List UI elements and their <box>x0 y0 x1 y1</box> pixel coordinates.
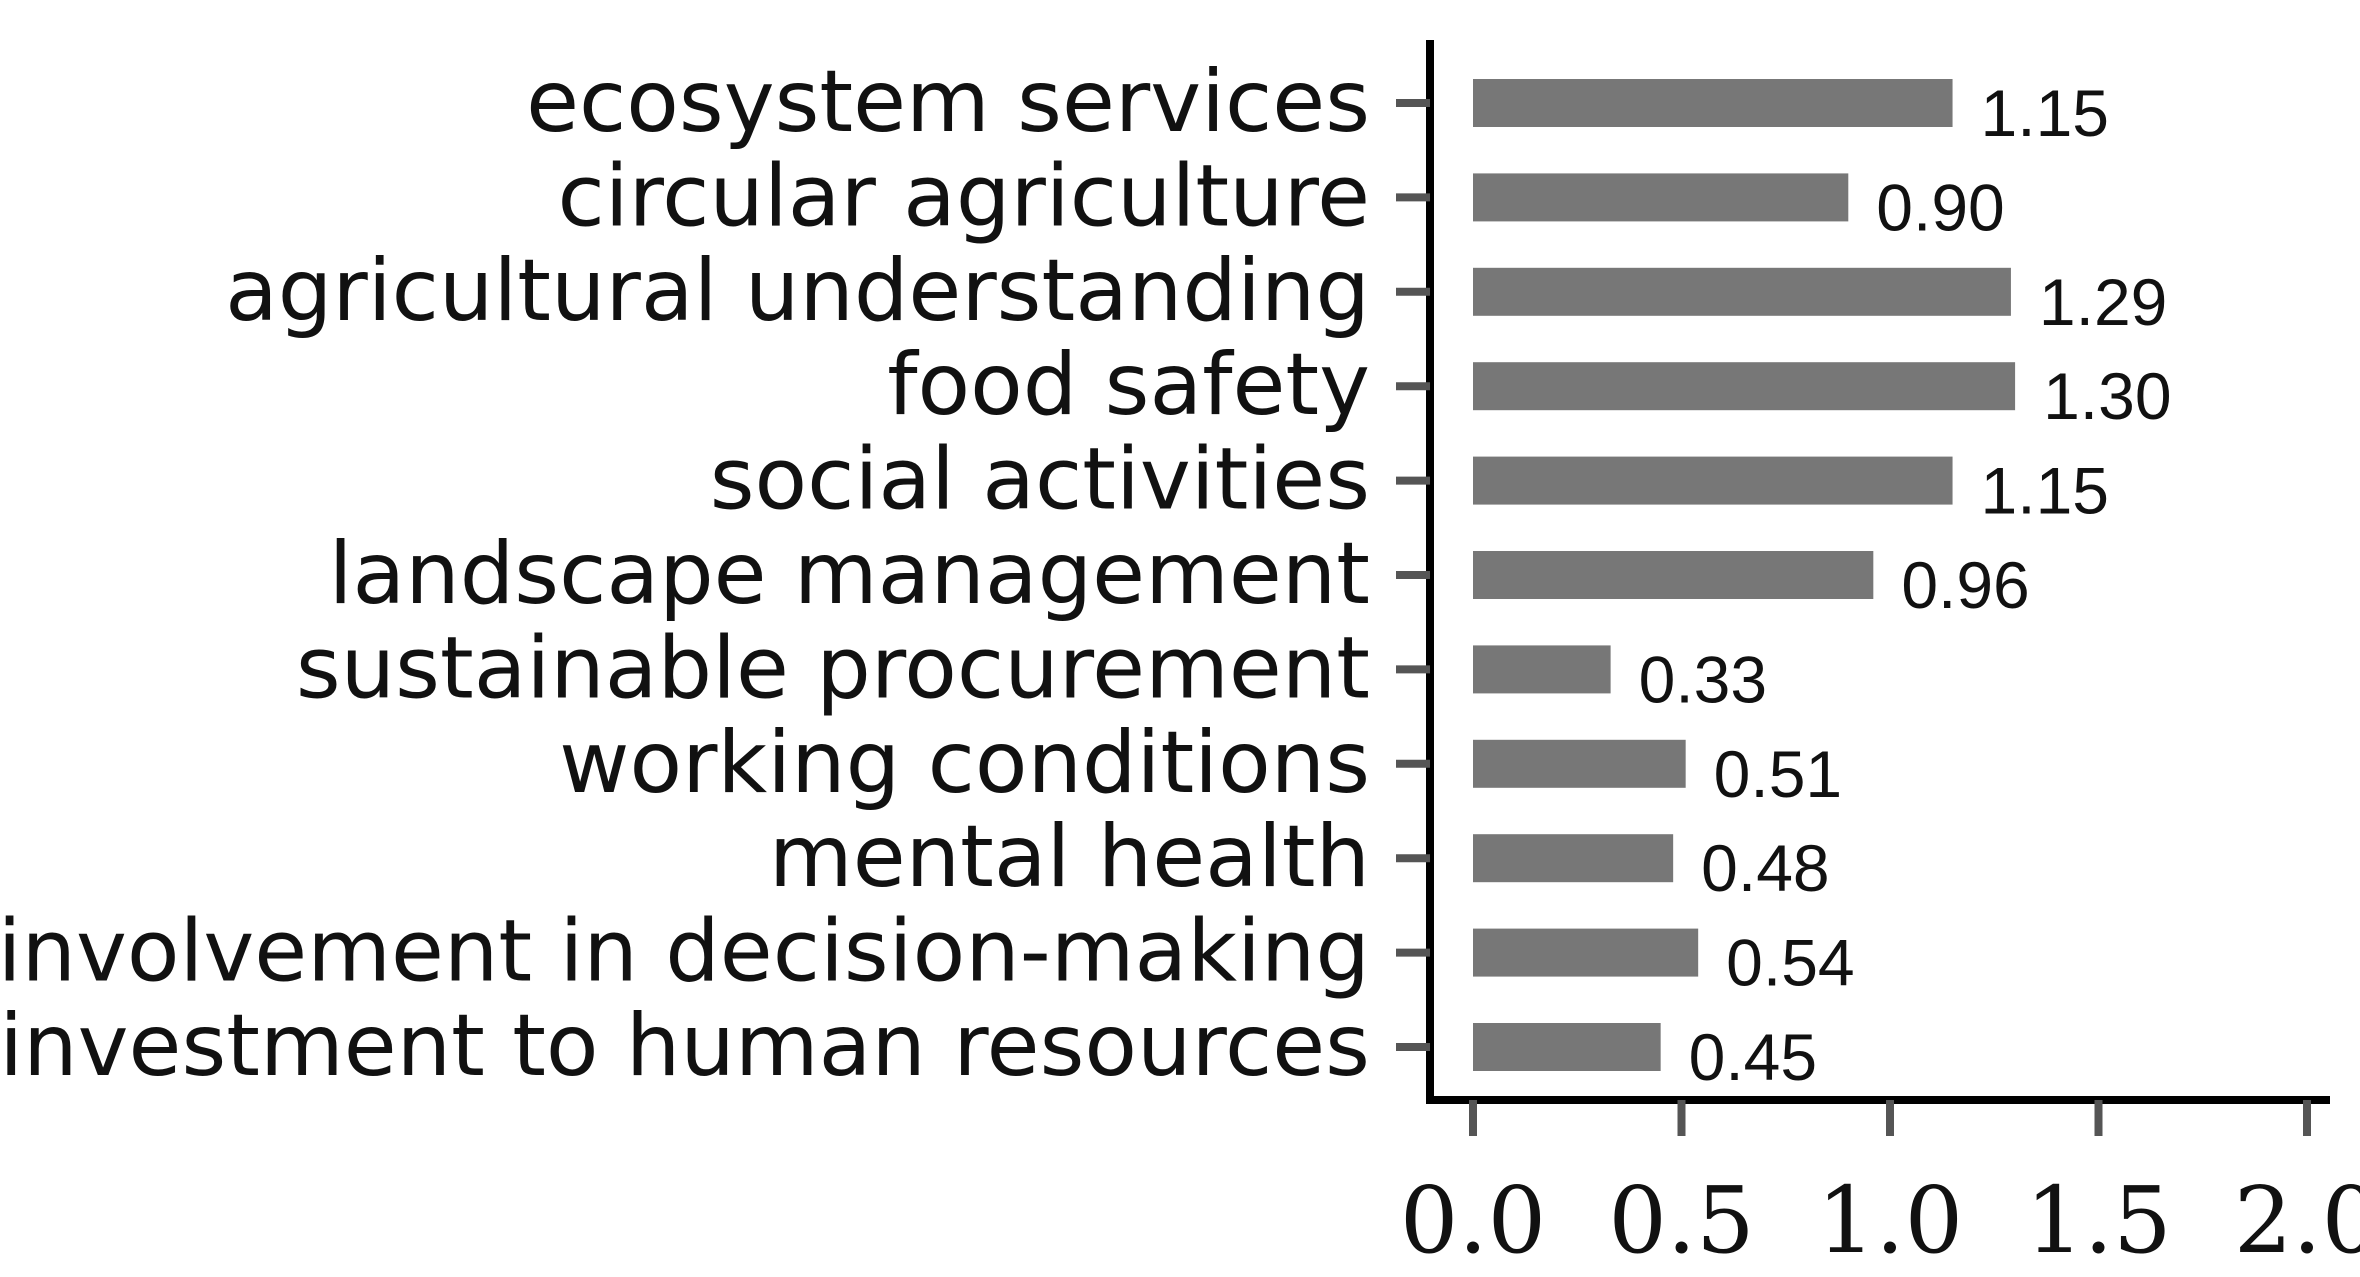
bar <box>1473 173 1849 222</box>
value-label: 0.33 <box>1639 642 1767 716</box>
category-label: social activities <box>710 430 1370 530</box>
bar <box>1473 1023 1661 1071</box>
bar <box>1473 456 1953 505</box>
bar <box>1473 362 2016 411</box>
bar <box>1473 645 1611 694</box>
category-label: circular agriculture <box>557 146 1370 246</box>
value-label: 0.54 <box>1726 926 1854 1000</box>
value-label: 0.51 <box>1714 737 1842 811</box>
category-label: working conditions <box>559 713 1370 813</box>
value-label: 1.30 <box>2043 359 2171 433</box>
bar <box>1473 928 1699 977</box>
category-label: agricultural understanding <box>225 241 1370 341</box>
value-label: 0.48 <box>1701 831 1829 905</box>
category-label: investment to human resources <box>0 996 1370 1096</box>
category-label: sustainable procurement <box>296 618 1370 718</box>
x-tick-label: 0.0 <box>1400 1167 1546 1274</box>
bar <box>1473 551 1874 599</box>
bar <box>1473 79 1953 127</box>
value-label: 1.29 <box>2039 265 2167 339</box>
value-label: 0.96 <box>1901 548 2029 622</box>
value-label: 1.15 <box>1981 454 2109 528</box>
x-tick-label: 1.0 <box>1817 1167 1963 1274</box>
category-label: food safety <box>887 335 1370 435</box>
category-label: involvement in decision-making <box>0 902 1370 1002</box>
value-label: 0.90 <box>1876 170 2004 244</box>
category-label: ecosystem services <box>526 52 1370 152</box>
x-tick-label: 0.5 <box>1608 1167 1754 1274</box>
bar <box>1473 834 1674 883</box>
bar <box>1473 267 2011 316</box>
category-label: mental health <box>769 807 1370 907</box>
value-label: 0.45 <box>1689 1020 1817 1094</box>
x-tick-label: 1.5 <box>2025 1167 2171 1274</box>
x-tick-label: 2.0 <box>2234 1167 2360 1274</box>
bar <box>1473 739 1686 788</box>
value-label: 1.15 <box>1981 76 2109 150</box>
category-label: landscape management <box>329 524 1370 624</box>
